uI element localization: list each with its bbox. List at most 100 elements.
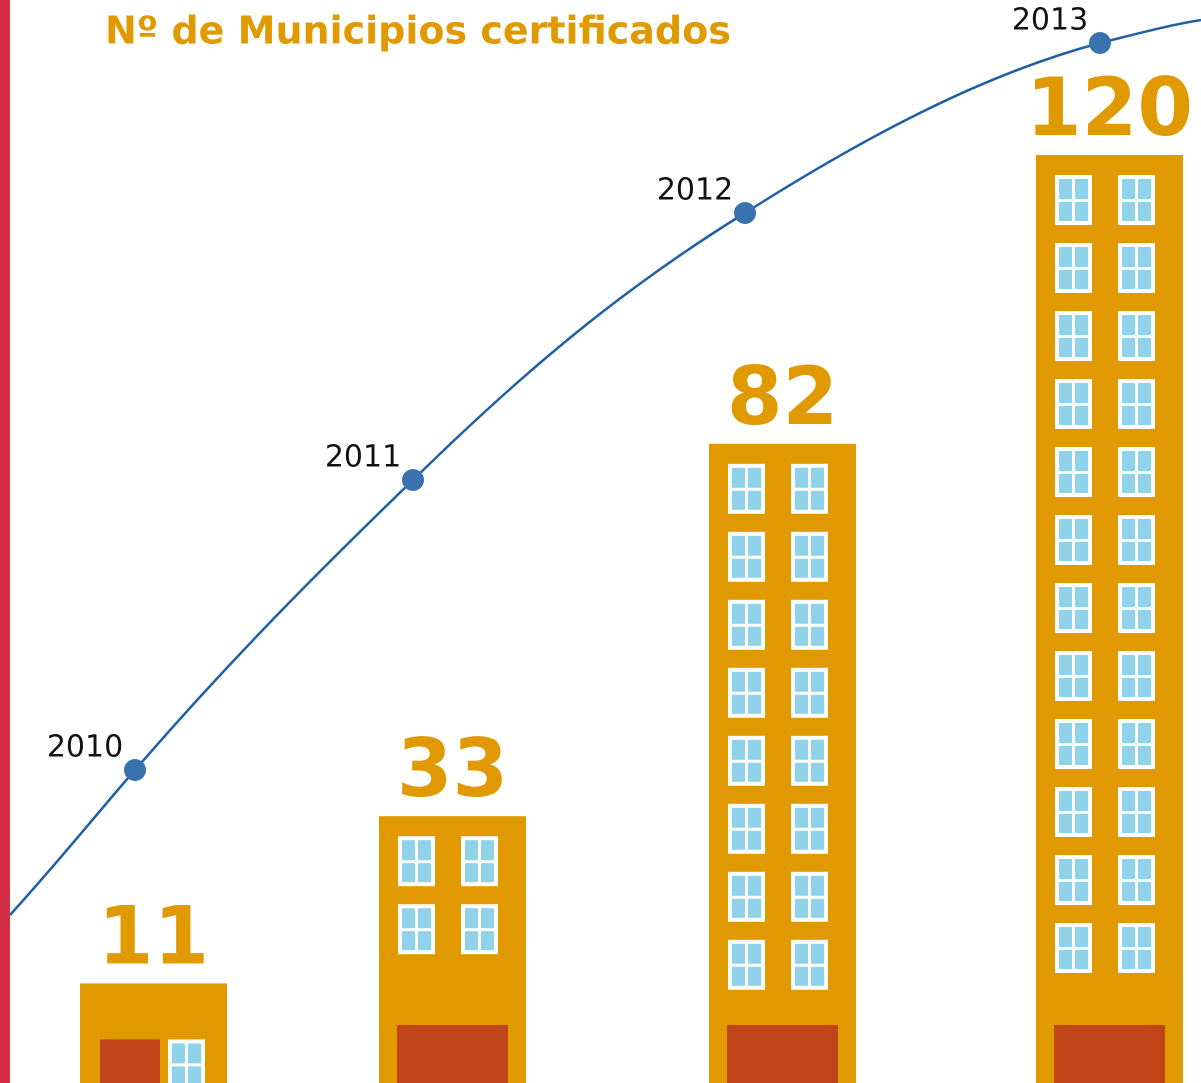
- window-pane: [1122, 519, 1135, 539]
- window-pane: [795, 604, 808, 624]
- window-pane: [732, 695, 745, 714]
- window-pane: [402, 931, 415, 950]
- window-pane: [748, 740, 761, 760]
- window-pane: [1122, 542, 1135, 561]
- window-pane: [1122, 950, 1135, 969]
- window-pane: [811, 672, 824, 692]
- window-pane: [1075, 791, 1088, 811]
- window-pane: [481, 908, 494, 928]
- window-pane: [481, 863, 494, 882]
- window-pane: [1122, 587, 1135, 607]
- window-pane: [1059, 247, 1072, 267]
- window-pane: [172, 1066, 185, 1083]
- window-pane: [795, 876, 808, 896]
- window-pane: [1059, 179, 1072, 199]
- window-pane: [1138, 270, 1151, 289]
- window-pane: [795, 967, 808, 986]
- door: [727, 1025, 838, 1083]
- window-pane: [811, 899, 824, 918]
- door: [397, 1025, 508, 1083]
- window-pane: [732, 831, 745, 850]
- year-dot: [124, 759, 146, 781]
- window-pane: [1059, 338, 1072, 357]
- window-pane: [1075, 202, 1088, 221]
- window-pane: [188, 1066, 201, 1083]
- window-pane: [1059, 202, 1072, 221]
- window-pane: [1138, 202, 1151, 221]
- window-pane: [795, 672, 808, 692]
- window-pane: [811, 559, 824, 578]
- window-pane: [1075, 610, 1088, 629]
- window-pane: [1059, 587, 1072, 607]
- window-pane: [1059, 655, 1072, 675]
- window-pane: [748, 627, 761, 646]
- window-pane: [1138, 746, 1151, 765]
- window-pane: [1122, 383, 1135, 403]
- window-pane: [1075, 927, 1088, 947]
- window-pane: [811, 491, 824, 510]
- window-pane: [811, 808, 824, 828]
- window-pane: [1075, 678, 1088, 697]
- window-pane: [1122, 315, 1135, 335]
- window-pane: [1075, 519, 1088, 539]
- window-pane: [465, 908, 478, 928]
- window-pane: [795, 559, 808, 578]
- year-dot: [734, 202, 756, 224]
- window-pane: [1059, 474, 1072, 493]
- window-pane: [811, 740, 824, 760]
- window-pane: [402, 840, 415, 860]
- window-pane: [748, 559, 761, 578]
- window-pane: [1059, 406, 1072, 425]
- window-pane: [1138, 791, 1151, 811]
- window-pane: [795, 468, 808, 488]
- window-pane: [748, 967, 761, 986]
- window-pane: [748, 536, 761, 556]
- window-pane: [1138, 247, 1151, 267]
- window-pane: [1075, 587, 1088, 607]
- window-pane: [1059, 519, 1072, 539]
- value-label: 120: [1026, 61, 1193, 154]
- window-pane: [732, 468, 745, 488]
- year-label: 2010: [47, 730, 123, 765]
- window-pane: [1075, 315, 1088, 335]
- window-pane: [748, 876, 761, 896]
- window-pane: [418, 931, 431, 950]
- window-pane: [811, 967, 824, 986]
- window-pane: [1075, 859, 1088, 879]
- window-pane: [732, 944, 745, 964]
- window-pane: [1059, 723, 1072, 743]
- window-pane: [1138, 179, 1151, 199]
- window-pane: [732, 763, 745, 782]
- window-pane: [1122, 202, 1135, 221]
- window-pane: [1122, 610, 1135, 629]
- window-pane: [795, 763, 808, 782]
- value-label: 11: [98, 889, 209, 982]
- window-pane: [1122, 406, 1135, 425]
- window-pane: [748, 672, 761, 692]
- side-bar: [0, 0, 10, 1083]
- window-pane: [748, 808, 761, 828]
- window-pane: [1075, 746, 1088, 765]
- window-pane: [811, 604, 824, 624]
- window-pane: [1138, 950, 1151, 969]
- window-pane: [811, 627, 824, 646]
- window-pane: [1075, 383, 1088, 403]
- window-pane: [172, 1043, 185, 1063]
- window-pane: [1138, 383, 1151, 403]
- year-label: 2012: [657, 173, 733, 208]
- window-pane: [1122, 474, 1135, 493]
- window-pane: [1059, 791, 1072, 811]
- window-pane: [1075, 655, 1088, 675]
- window-pane: [418, 840, 431, 860]
- window-pane: [1075, 338, 1088, 357]
- window-pane: [1059, 270, 1072, 289]
- window-pane: [1059, 678, 1072, 697]
- window-pane: [1138, 587, 1151, 607]
- window-pane: [1075, 247, 1088, 267]
- window-pane: [1138, 859, 1151, 879]
- trend-curve: [10, 20, 1201, 915]
- window-pane: [732, 967, 745, 986]
- window-pane: [732, 536, 745, 556]
- window-pane: [748, 899, 761, 918]
- window-pane: [1122, 247, 1135, 267]
